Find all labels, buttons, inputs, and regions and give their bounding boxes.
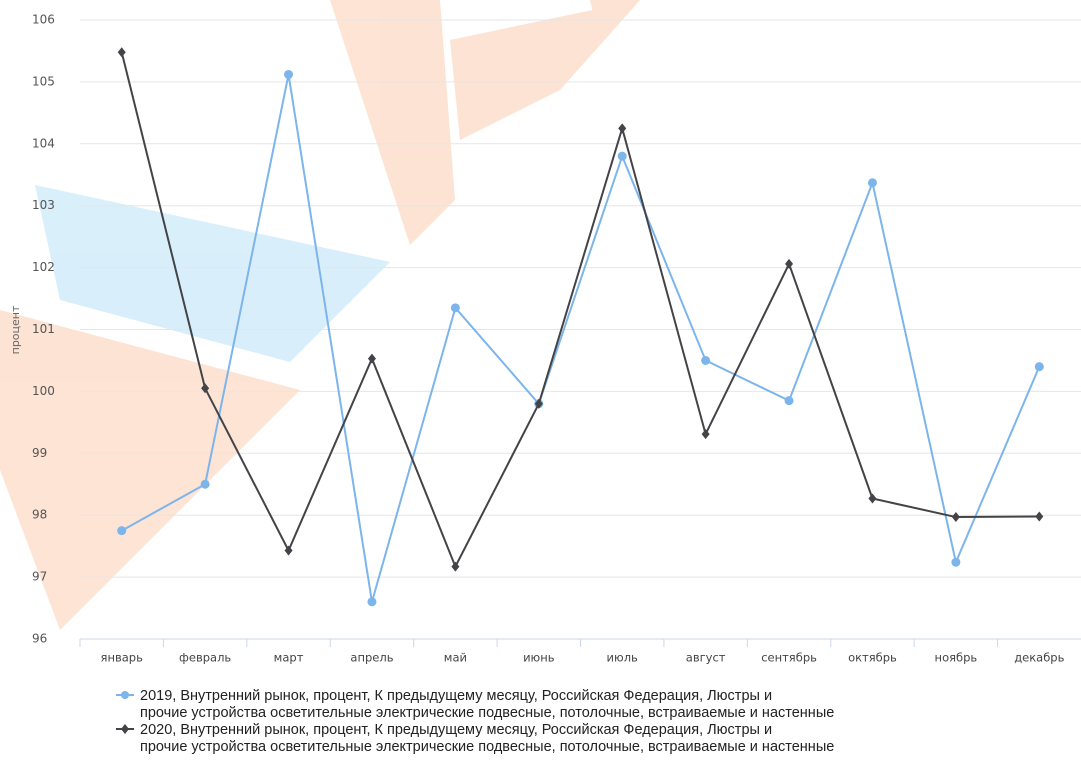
x-tick-label: июнь (523, 651, 555, 665)
x-tick-label: октябрь (848, 651, 897, 665)
x-tick-label: апрель (350, 651, 393, 665)
y-axis-label: процент (9, 305, 22, 354)
y-tick-label: 106 (32, 13, 55, 27)
y-tick-label: 102 (32, 260, 55, 274)
x-tick-label: январь (101, 651, 144, 665)
chart: процент 96 97 98 99 100 101 102 103 104 105 106 янв… (0, 0, 1081, 665)
point (618, 123, 627, 134)
legend-label: 2020, Внутренний рынок, процент, К преды… (140, 722, 835, 755)
legend-marker (121, 691, 129, 699)
point (200, 479, 210, 489)
point (201, 383, 210, 394)
x-tick-label: июль (607, 651, 639, 665)
point (117, 47, 126, 58)
watermark (0, 0, 640, 630)
point (1035, 511, 1044, 522)
x-tick-label: март (274, 651, 304, 665)
y-tick-label: 100 (32, 384, 55, 398)
point (785, 258, 794, 269)
y-tick-label: 104 (32, 136, 55, 150)
point (284, 545, 293, 556)
x-tick-label: декабрь (1014, 651, 1064, 665)
y-tick-label: 96 (32, 632, 47, 646)
y-tick-label: 97 (32, 570, 47, 584)
x-tick-label: февраль (179, 651, 231, 665)
legend-item[interactable]: 2020, Внутренний рынок, процент, К преды… (114, 722, 1014, 756)
series-line (120, 51, 1040, 569)
point (951, 557, 961, 567)
x-tick-label: май (444, 651, 467, 665)
y-tick-label: 101 (32, 322, 55, 336)
legend-symbol (116, 691, 134, 699)
point (1034, 362, 1044, 372)
legend-marker (121, 724, 129, 734)
point (284, 69, 294, 79)
point (450, 303, 460, 313)
x-tick-label: август (686, 651, 726, 665)
point (701, 355, 711, 365)
point (367, 353, 376, 364)
point (784, 396, 794, 406)
y-tick-label: 99 (32, 446, 47, 460)
x-tick-label: сентябрь (761, 651, 817, 665)
series-line (121, 74, 1041, 603)
x-tick-label: ноябрь (935, 651, 978, 665)
point (701, 429, 710, 440)
point (617, 151, 627, 161)
point (451, 561, 460, 572)
y-tick-label: 105 (32, 74, 55, 88)
point (868, 493, 877, 504)
point (867, 178, 877, 188)
y-tick-label: 98 (32, 508, 47, 522)
y-tick-label: 103 (32, 198, 55, 212)
legend-item[interactable]: 2019, Внутренний рынок, процент, К преды… (114, 688, 1014, 722)
legend: 2019, Внутренний рынок, процент, К преды… (114, 688, 1014, 756)
point (367, 597, 377, 607)
point (951, 512, 960, 523)
legend-label: 2019, Внутренний рынок, процент, К преды… (140, 688, 835, 721)
legend-symbol (116, 724, 134, 734)
point (534, 398, 543, 409)
point (117, 526, 127, 536)
